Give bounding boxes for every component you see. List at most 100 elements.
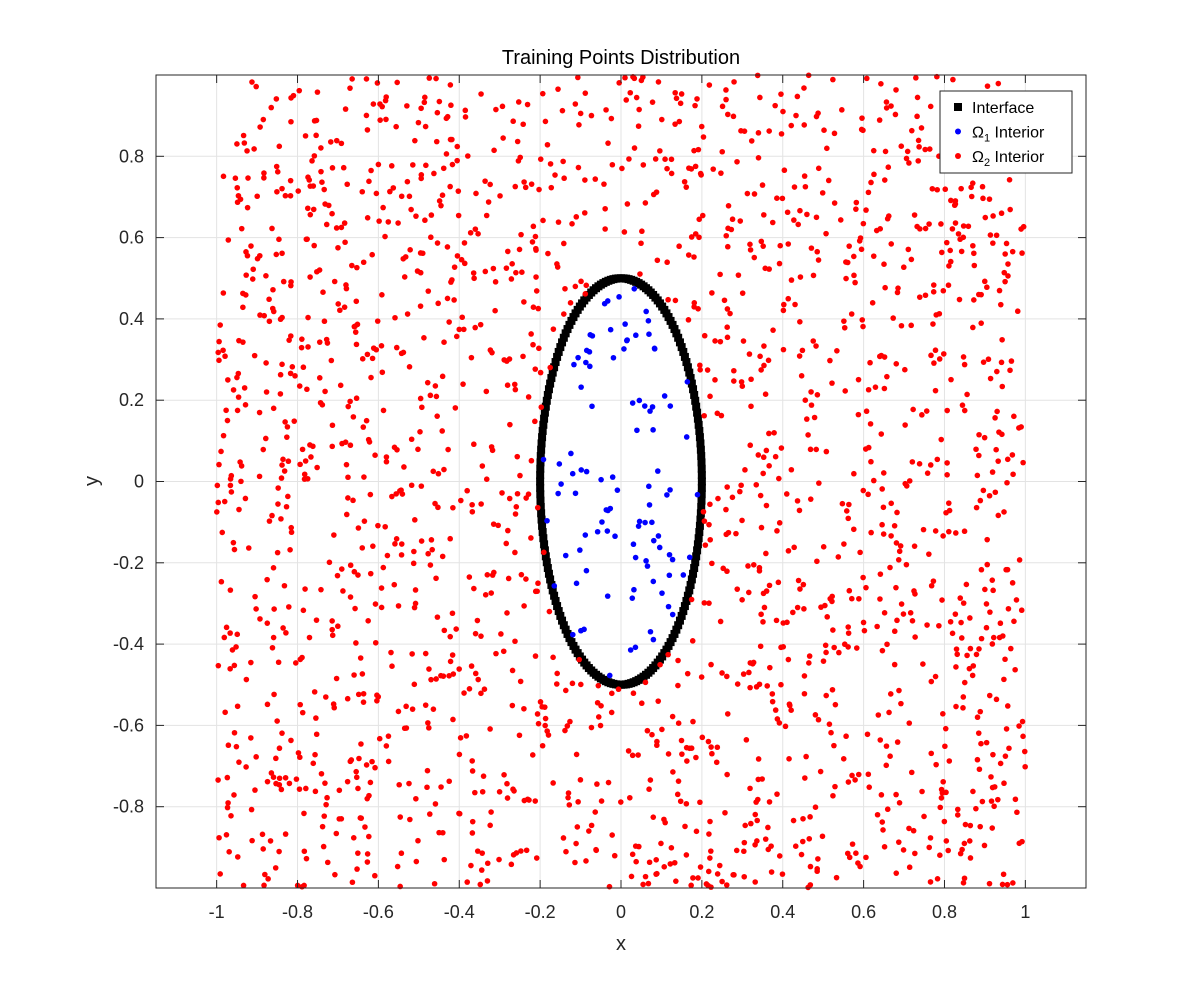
omega2-point (251, 352, 258, 359)
omega2-point (785, 548, 792, 554)
omega2-point (856, 238, 863, 244)
omega2-point (846, 501, 852, 508)
omega2-point (565, 794, 571, 801)
omega2-point (753, 481, 760, 488)
omega2-point (877, 226, 884, 232)
omega2-point (776, 260, 783, 267)
omega2-point (413, 213, 419, 219)
omega2-point (529, 752, 536, 758)
omega2-point (958, 248, 965, 255)
omega2-point (755, 756, 762, 762)
omega2-point (572, 101, 579, 107)
omega2-point (705, 738, 712, 745)
omega2-point (372, 872, 378, 879)
omega2-point (999, 881, 1006, 888)
omega2-point (853, 645, 860, 651)
omega2-point (792, 843, 799, 849)
interface-point (686, 374, 695, 383)
omega2-point (692, 102, 698, 109)
omega2-point (698, 674, 705, 680)
omega2-point (731, 79, 737, 85)
omega2-point (601, 181, 607, 187)
omega2-point (802, 775, 808, 781)
omega2-point (353, 341, 360, 348)
omega2-point (408, 436, 415, 443)
omega2-point (874, 811, 881, 818)
omega2-point (739, 517, 745, 524)
omega2-point (896, 548, 903, 555)
omega2-point (973, 446, 979, 453)
omega2-point (275, 501, 281, 507)
omega2-point (418, 483, 425, 489)
omega2-point (478, 501, 484, 507)
omega2-point (453, 333, 460, 340)
omega2-point (768, 869, 775, 875)
omega2-point (936, 356, 943, 362)
omega2-point (479, 463, 486, 469)
omega2-point (764, 683, 771, 689)
omega2-point (801, 85, 807, 91)
omega2-point (503, 265, 510, 271)
omega2-point (449, 161, 456, 168)
omega2-point (928, 678, 935, 685)
omega2-point (825, 177, 832, 184)
omega2-point (823, 448, 830, 455)
omega2-point (342, 106, 349, 112)
omega2-point (758, 367, 764, 373)
omega2-point (369, 251, 375, 258)
omega2-point (347, 85, 353, 91)
omega2-point (240, 132, 247, 139)
omega2-point (893, 791, 899, 798)
omega2-point (533, 274, 539, 280)
interface-point (546, 575, 555, 584)
interface-point (538, 426, 547, 435)
omega2-point (363, 76, 370, 82)
omega2-point (761, 343, 767, 349)
interface-point (537, 445, 546, 454)
omega2-point (654, 257, 661, 264)
omega1-point (632, 644, 639, 651)
omega2-point (228, 489, 235, 495)
omega2-point (344, 181, 351, 188)
omega2-point (841, 541, 847, 547)
omega2-point (927, 835, 934, 841)
omega2-point (569, 220, 575, 227)
omega2-point (428, 676, 434, 683)
omega2-point (636, 843, 642, 850)
omega2-point (790, 817, 797, 824)
omega2-point (351, 672, 357, 678)
omega2-point (778, 681, 784, 688)
omega2-point (921, 813, 927, 820)
interface-point (685, 368, 694, 377)
omega2-point (464, 487, 470, 494)
omega2-point (954, 812, 961, 818)
omega2-point (268, 104, 275, 111)
omega2-point (516, 732, 523, 739)
omega2-point (355, 785, 361, 792)
omega2-point (230, 387, 237, 393)
omega2-point (724, 306, 731, 312)
omega2-point (423, 162, 429, 169)
omega2-point (934, 186, 941, 193)
omega2-point (354, 264, 360, 271)
omega2-point (347, 758, 354, 765)
omega2-point (385, 733, 392, 739)
omega2-point (550, 654, 556, 661)
omega2-point (912, 591, 918, 597)
omega2-point (472, 226, 479, 232)
omega2-point (665, 751, 672, 757)
omega2-point (451, 264, 458, 270)
interface-point (565, 320, 574, 329)
omega2-point (948, 197, 954, 204)
omega2-point (980, 195, 986, 202)
omega2-point (902, 480, 909, 487)
omega2-point (785, 656, 792, 663)
omega2-point (461, 326, 467, 333)
omega2-point (403, 703, 409, 710)
omega2-point (923, 408, 930, 414)
omega1-point (607, 505, 614, 512)
omega2-point (304, 205, 311, 212)
omega2-point (667, 861, 674, 867)
omega2-point (688, 234, 695, 240)
legend-label-subscript: 2 (984, 157, 990, 169)
